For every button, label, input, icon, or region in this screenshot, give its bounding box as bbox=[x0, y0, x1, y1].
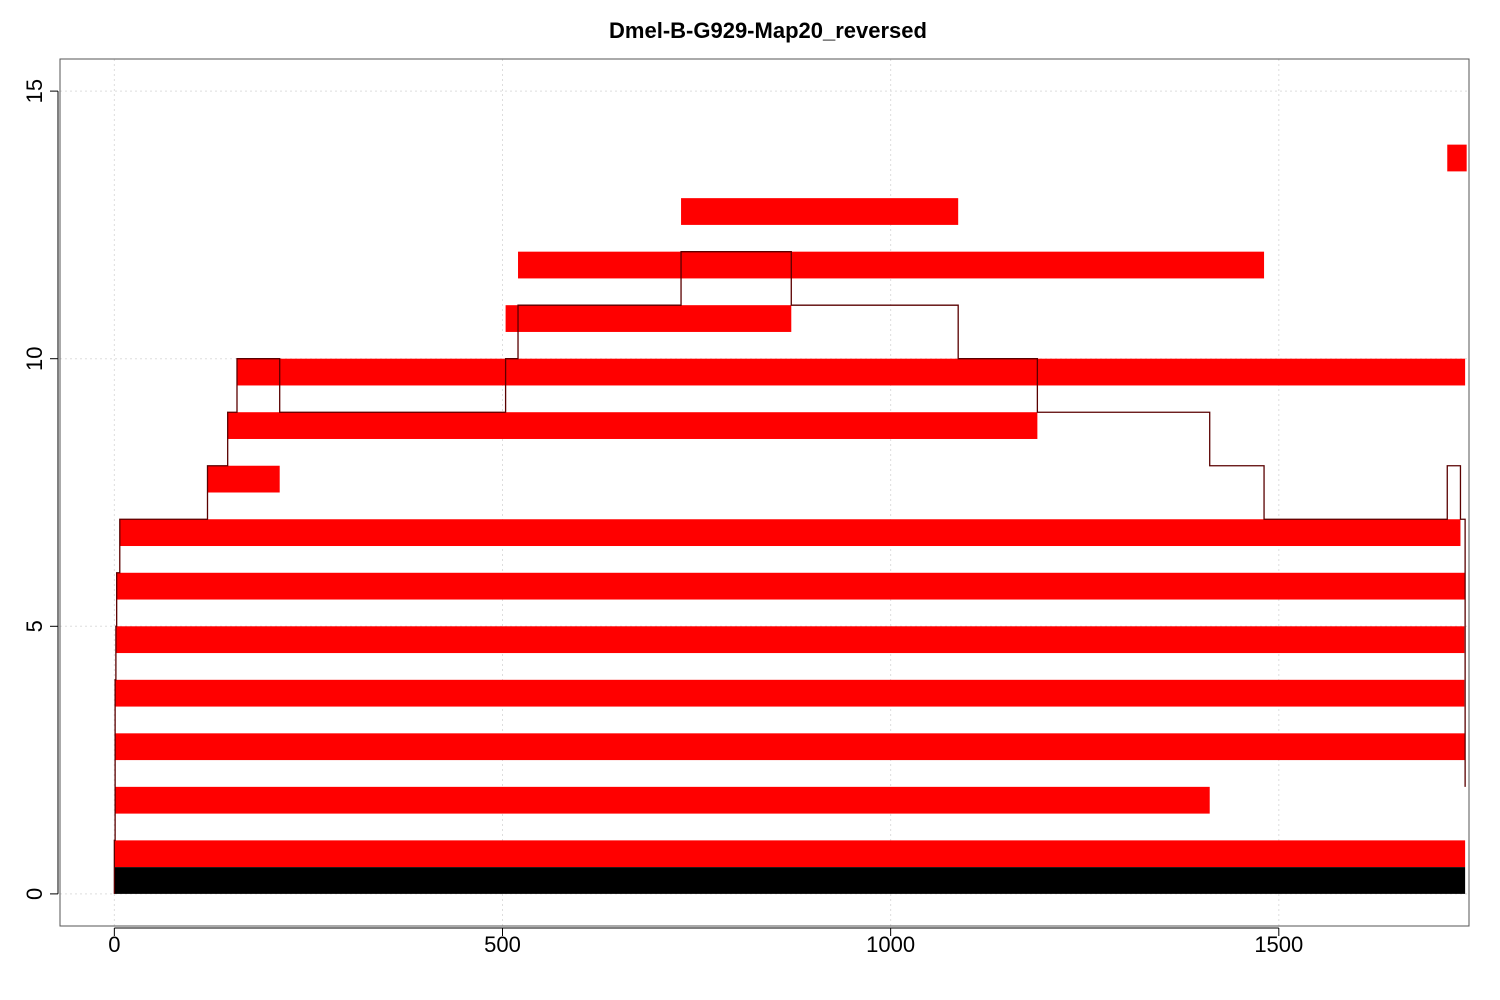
x-tick-label: 1000 bbox=[866, 932, 915, 957]
x-tick-label: 500 bbox=[484, 932, 521, 957]
axes: 0 500 1000 1500 0 5 10 15 bbox=[22, 79, 1303, 957]
read-segments bbox=[114, 144, 1467, 868]
coverage-line-group bbox=[113, 251, 1466, 894]
read-segment-bar bbox=[227, 412, 1038, 439]
plot-frame bbox=[59, 58, 1470, 927]
read-segment-bar bbox=[119, 519, 1461, 547]
y-tick-label: 0 bbox=[22, 888, 47, 900]
read-segment-bar bbox=[505, 305, 792, 332]
read-segment-bar bbox=[115, 679, 1465, 707]
read-segment-bar bbox=[115, 626, 1465, 654]
read-segment-bar bbox=[115, 786, 1210, 814]
read-segment-bar bbox=[114, 840, 1466, 868]
read-segment-bar bbox=[116, 572, 1466, 600]
read-segment-bar bbox=[681, 198, 959, 225]
reference-bar bbox=[114, 867, 1466, 894]
reference-bar-group bbox=[114, 867, 1466, 894]
read-segment-bar bbox=[236, 358, 1466, 386]
coverage-line bbox=[113, 251, 1466, 894]
read-segment-bar bbox=[207, 465, 280, 493]
y-tick-label: 5 bbox=[22, 620, 47, 632]
read-segment-bar bbox=[518, 251, 1265, 279]
y-tick-label: 10 bbox=[22, 346, 47, 370]
chart-title: Dmel-B-G929-Map20_reversed bbox=[609, 18, 927, 43]
read-segment-bar bbox=[115, 733, 1466, 761]
x-tick-label: 1500 bbox=[1254, 932, 1303, 957]
y-tick-label: 15 bbox=[22, 79, 47, 103]
x-tick-label: 0 bbox=[108, 932, 120, 957]
read-segment-bar bbox=[1447, 144, 1467, 172]
